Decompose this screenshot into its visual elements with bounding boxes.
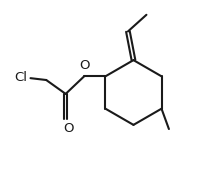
Text: Cl: Cl [15,71,28,84]
Text: O: O [64,122,74,135]
Text: O: O [79,59,89,72]
